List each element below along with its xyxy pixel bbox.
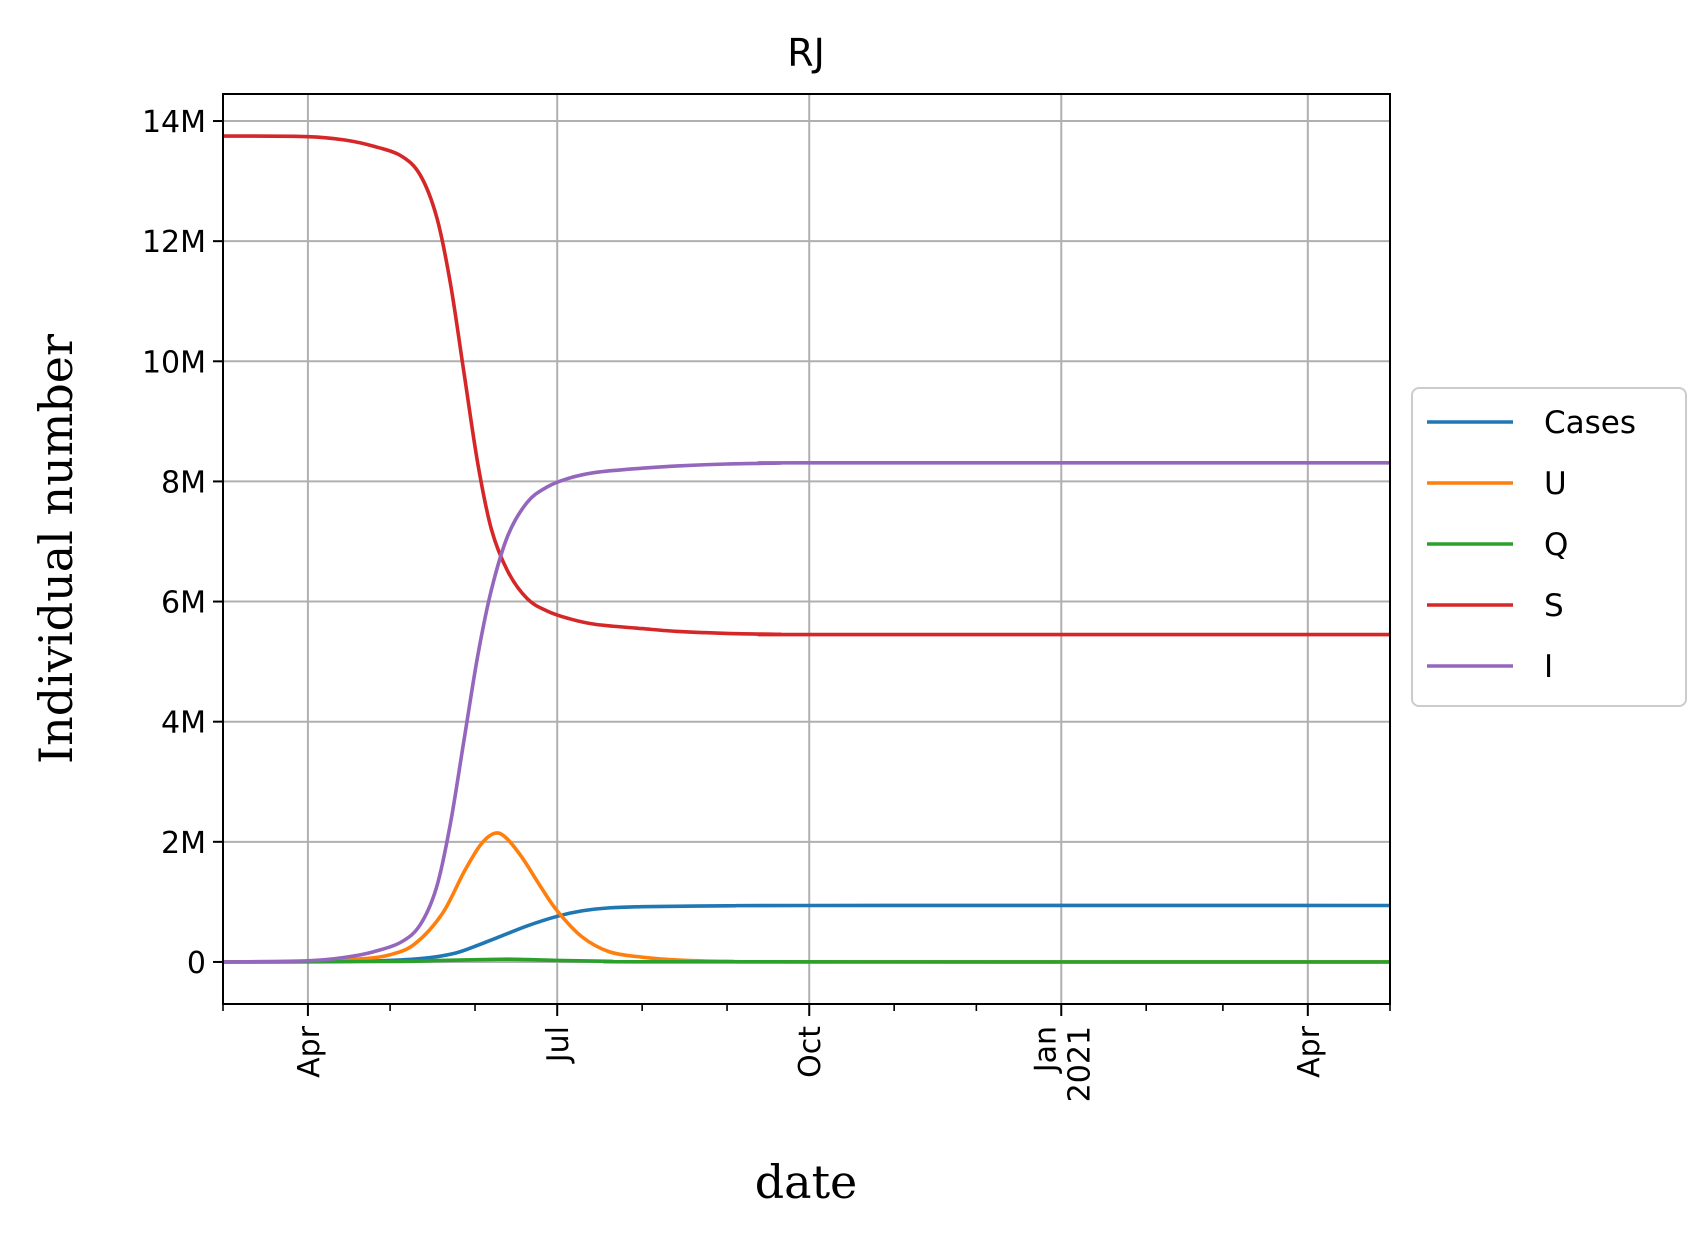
y-tick-label: 12M [142, 225, 206, 260]
legend-label: S [1544, 588, 1564, 624]
legend-item-s: S [1427, 588, 1564, 624]
series-line-q [223, 957, 1390, 964]
y-axis-title: Individual number [29, 334, 83, 764]
legend-frame [1411, 387, 1687, 707]
y-tick-label: 2M [161, 826, 206, 861]
series-line-s [223, 134, 1390, 637]
plot-frame [222, 93, 1391, 1005]
x-axis: Apr Jul Oct Jan 2021 Apr [222, 1004, 1391, 1102]
chart-title: RJ [787, 31, 825, 75]
y-tick-label: 6M [161, 586, 206, 621]
series-layer [223, 134, 1390, 964]
x-tick-label: Jul [541, 1026, 576, 1064]
legend-label: I [1544, 649, 1553, 685]
legend-item-u: U [1427, 466, 1567, 502]
legend-label: U [1544, 466, 1567, 502]
legend-item-q: Q [1427, 527, 1568, 563]
x-tick-label: Jan [1028, 1026, 1063, 1074]
x-tick-label: Apr [1292, 1025, 1327, 1078]
legend-item-cases: Cases [1427, 405, 1636, 441]
y-tick-label: 4M [161, 706, 206, 741]
x-axis-title: date [755, 1155, 858, 1209]
y-tick-label: 8M [161, 465, 206, 500]
y-axis: 0 2M 4M 6M 8M 10M 12M 14M [142, 105, 223, 981]
legend-label: Cases [1544, 405, 1636, 441]
grid [223, 94, 1390, 1004]
legend-label: Q [1544, 527, 1568, 563]
x-tick-label: Apr [292, 1025, 327, 1078]
series-line-i [223, 460, 1390, 964]
y-tick-label: 10M [142, 345, 206, 380]
legend-item-i: I [1427, 649, 1553, 685]
x-tick-label: Oct [793, 1026, 828, 1078]
y-tick-label: 0 [187, 946, 206, 981]
y-tick-label: 14M [142, 105, 206, 140]
x-tick-label: 2021 [1062, 1026, 1097, 1102]
